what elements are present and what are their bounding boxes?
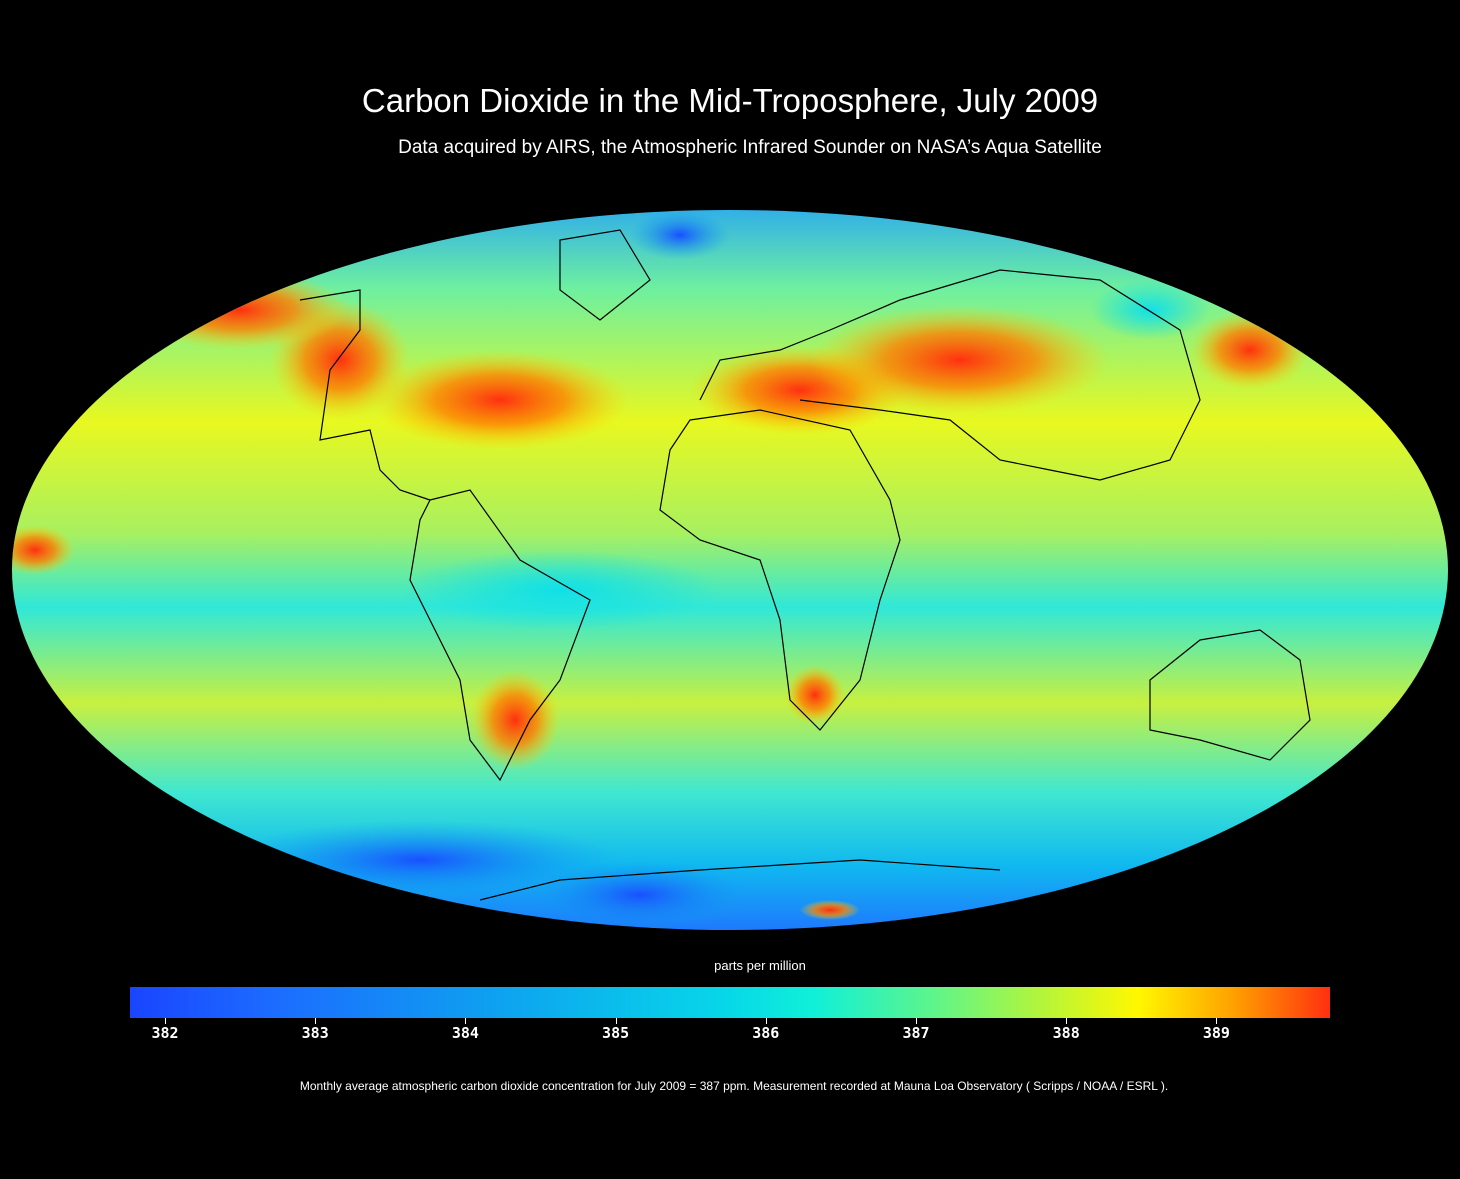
- colorbar-tick: [465, 1018, 467, 1024]
- colorbar-tick: [1066, 1018, 1068, 1024]
- hotspot-north-atlantic: [370, 350, 630, 450]
- colorbar-tick: [615, 1018, 617, 1024]
- co2-field: [12, 210, 1448, 930]
- footnote: Monthly average atmospheric carbon dioxi…: [299, 1079, 1169, 1093]
- lowspot-southern-ocean: [220, 820, 620, 900]
- coast-south-america: [409, 489, 591, 782]
- hotspot-southern-africa: [785, 665, 845, 725]
- coast-africa: [659, 409, 901, 731]
- coastlines: [299, 229, 1311, 901]
- co2-low-regions: [220, 210, 1210, 930]
- coast-antarctica: [479, 859, 1001, 901]
- colorbar-tick: [165, 1018, 166, 1024]
- hotspot-northeast-asia: [1190, 310, 1310, 390]
- colorbar-tick-label: 389: [1202, 1024, 1230, 1042]
- colorbar-tick: [1216, 1018, 1218, 1024]
- colorbar-tick-label: 384: [451, 1024, 479, 1042]
- hotspot-alaska: [130, 270, 350, 350]
- hotspot-south-america: [470, 670, 560, 770]
- lowspot-arctic: [630, 210, 730, 260]
- colorbar-tick-label: 386: [752, 1024, 780, 1042]
- coast-australia: [1149, 629, 1311, 761]
- co2-world-map: [12, 210, 1448, 930]
- hotspot-central-asia: [810, 305, 1110, 415]
- colorbar: [130, 987, 1330, 1018]
- colorbar-tick-label: 385: [602, 1024, 630, 1042]
- hotspot-antarctica: [800, 900, 860, 920]
- coast-eurasia: [699, 269, 1201, 481]
- coast-greenland: [559, 229, 651, 321]
- coast-north-america: [299, 289, 431, 501]
- colorbar-tick: [765, 1018, 767, 1024]
- colorbar-tick: [315, 1018, 317, 1024]
- map-subtitle: Data acquired by AIRS, the Atmospheric I…: [398, 137, 1102, 158]
- lowspot-tropical-atlantic: [400, 550, 720, 630]
- colorbar-tick-label: 382: [151, 1024, 179, 1042]
- colorbar-label: parts per million: [714, 958, 806, 973]
- hotspot-pacific-west: [12, 525, 75, 575]
- colorbar-tick-label: 387: [902, 1024, 930, 1042]
- colorbar-tick-label: 388: [1052, 1024, 1080, 1042]
- lowspot-siberia: [1090, 280, 1210, 340]
- map-title: Carbon Dioxide in the Mid-Troposphere, J…: [361, 82, 1099, 119]
- colorbar-tick-label: 383: [301, 1024, 329, 1042]
- colorbar-tick: [916, 1018, 917, 1024]
